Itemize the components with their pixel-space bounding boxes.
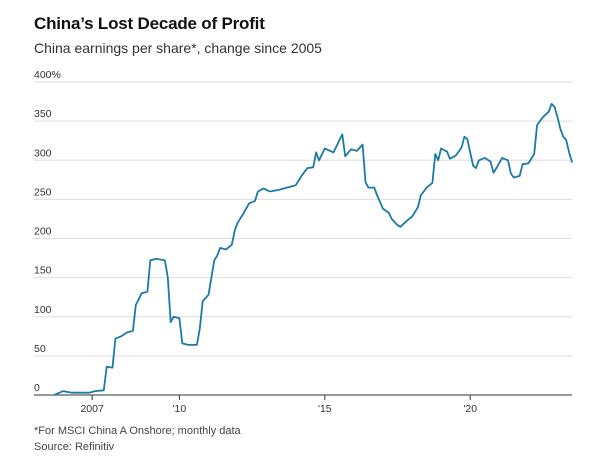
source-note: Source: Refinitiv [34, 441, 115, 453]
y-tick-label-350: 350 [34, 108, 52, 120]
grid-lines [34, 81, 572, 396]
y-tick-label-250: 250 [34, 186, 52, 198]
x-tick-label-2020: '20 [463, 403, 477, 415]
series-layer [53, 103, 573, 396]
y-tick-label-100: 100 [34, 304, 52, 316]
chart-subtitle: China earnings per share*, change since … [34, 40, 322, 56]
chart-title: China’s Lost Decade of Profit [34, 14, 265, 33]
y-tick-label-150: 150 [34, 265, 52, 277]
x-tick-label-2010: '10 [173, 403, 187, 415]
y-tick-label-400: 400% [34, 69, 61, 81]
y-tick-label-0: 0 [34, 382, 40, 394]
y-tick-label-300: 300 [34, 147, 52, 159]
x-axis-ticks: 2007 '10 '15 '20 [80, 395, 477, 415]
y-tick-label-200: 200 [34, 226, 52, 238]
y-tick-label-50: 50 [34, 343, 46, 355]
x-tick-label-2015: '15 [318, 403, 332, 415]
x-tick-label-2007: 2007 [80, 403, 104, 415]
y-axis-ticks: 0 50 100 150 200 250 300 350 400% [34, 69, 61, 394]
footnote: *For MSCI China A Onshore; monthly data [34, 425, 241, 437]
series-line-0 [53, 103, 573, 396]
